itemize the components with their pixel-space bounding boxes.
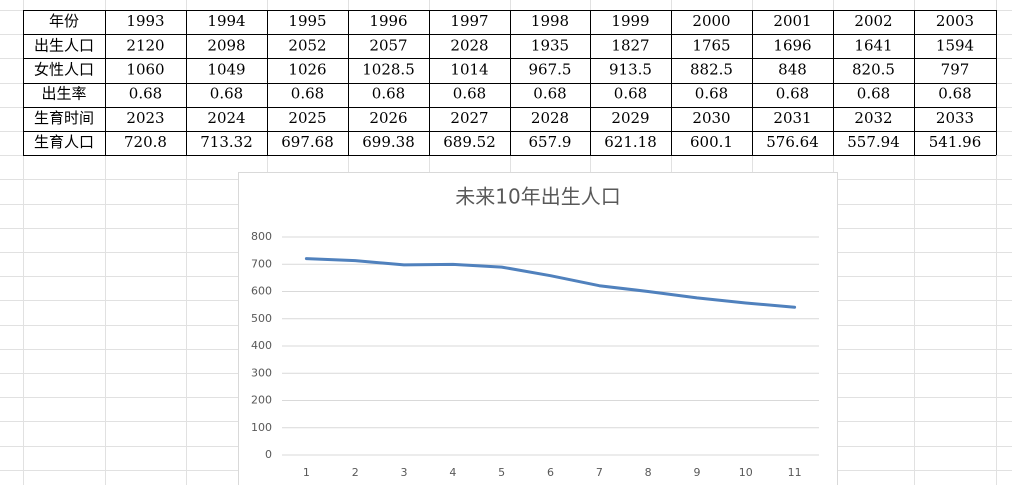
cell-value: 699.38 xyxy=(362,133,415,151)
cell-value: 1827 xyxy=(611,36,649,54)
x-tick-label: 1 xyxy=(303,466,310,479)
x-tick-label: 9 xyxy=(693,466,700,479)
cell-value: 0.68 xyxy=(291,85,324,103)
cell-value: 1014 xyxy=(450,61,488,79)
cell-value: 2002 xyxy=(854,12,892,30)
cell-value: 1995 xyxy=(288,12,326,30)
row-label: 生育时间 xyxy=(34,109,94,127)
cell-value: 720.8 xyxy=(124,133,167,151)
row-label: 女性人口 xyxy=(34,61,94,79)
cell-value: 600.1 xyxy=(690,133,733,151)
cell-value: 1696 xyxy=(773,36,811,54)
cell-value: 697.68 xyxy=(281,133,334,151)
cell-value: 0.68 xyxy=(533,85,566,103)
x-tick-label: 11 xyxy=(788,466,802,479)
cell-value: 0.68 xyxy=(129,85,162,103)
cell-value: 2031 xyxy=(773,109,811,127)
y-tick-label: 100 xyxy=(251,421,272,434)
x-tick-label: 8 xyxy=(645,466,652,479)
cell-value: 657.9 xyxy=(529,133,572,151)
y-tick-label: 300 xyxy=(251,366,272,379)
row-label: 生育人口 xyxy=(34,133,94,151)
cell-value: 1028.5 xyxy=(362,61,415,79)
cell-value: 0.68 xyxy=(938,85,971,103)
cell-value: 1594 xyxy=(936,36,974,54)
cell-value: 913.5 xyxy=(609,61,652,79)
cell-value: 541.96 xyxy=(929,133,982,151)
cell-value: 1994 xyxy=(207,12,245,30)
y-tick-label: 0 xyxy=(265,448,272,461)
cell-value: 576.64 xyxy=(766,133,819,151)
x-tick-label: 5 xyxy=(498,466,505,479)
cell-value: 2026 xyxy=(369,109,407,127)
cell-value: 2032 xyxy=(854,109,892,127)
y-tick-label: 800 xyxy=(251,230,272,243)
cell-value: 797 xyxy=(941,61,970,79)
cell-value: 2052 xyxy=(288,36,326,54)
cell-value: 1999 xyxy=(611,12,649,30)
cell-value: 1997 xyxy=(450,12,488,30)
cell-value: 2027 xyxy=(450,109,488,127)
cell-value: 2033 xyxy=(936,109,974,127)
y-tick-label: 600 xyxy=(251,285,272,298)
cell-value: 0.68 xyxy=(614,85,647,103)
x-tick-label: 4 xyxy=(449,466,456,479)
x-tick-label: 6 xyxy=(547,466,554,479)
cell-value: 2098 xyxy=(207,36,245,54)
cell-value: 2023 xyxy=(126,109,164,127)
cell-value: 967.5 xyxy=(529,61,572,79)
chart-title: 未来10年出生人口 xyxy=(455,185,620,209)
cell-value: 0.68 xyxy=(776,85,809,103)
cell-value: 0.68 xyxy=(695,85,728,103)
cell-value: 2003 xyxy=(936,12,974,30)
x-tick-label: 3 xyxy=(401,466,408,479)
y-tick-label: 400 xyxy=(251,339,272,352)
cell-value: 848 xyxy=(778,61,807,79)
cell-value: 689.52 xyxy=(443,133,496,151)
cell-value: 1996 xyxy=(369,12,407,30)
data-table: 年份 1993 1994 1995 1996 1997 1998 1999 2000 2001 20… xyxy=(23,10,997,156)
cell-value: 882.5 xyxy=(690,61,733,79)
cell-value: 820.5 xyxy=(852,61,895,79)
cell-value: 0.68 xyxy=(453,85,486,103)
x-tick-label: 10 xyxy=(739,466,753,479)
cell-value: 1060 xyxy=(126,61,164,79)
cell-value: 2030 xyxy=(692,109,730,127)
y-tick-label: 200 xyxy=(251,394,272,407)
cell-value: 0.68 xyxy=(857,85,890,103)
x-tick-label: 2 xyxy=(352,466,359,479)
y-tick-label: 700 xyxy=(251,257,272,270)
cell-value: 2057 xyxy=(369,36,407,54)
cell-value: 1049 xyxy=(207,61,245,79)
chart-frame xyxy=(238,172,838,485)
cell-value: 1993 xyxy=(126,12,164,30)
cell-value: 1765 xyxy=(692,36,730,54)
data-line xyxy=(304,257,797,309)
cell-value: 2029 xyxy=(611,109,649,127)
row-label: 出生人口 xyxy=(34,36,94,54)
cell-value: 2025 xyxy=(288,109,326,127)
row-label: 出生率 xyxy=(41,85,86,103)
cell-value: 2028 xyxy=(531,109,569,127)
cell-value: 1935 xyxy=(531,36,569,54)
chart: 0 100 200 300 400 500 600 700 800 1 2 3 4 5 6 7 8 9 10 11 xyxy=(251,230,819,479)
cell-value: 2028 xyxy=(450,36,488,54)
cell-value: 621.18 xyxy=(604,133,657,151)
cell-value: 2024 xyxy=(207,109,245,127)
cell-value: 2001 xyxy=(773,12,811,30)
cell-value: 2120 xyxy=(126,36,164,54)
row-label: 年份 xyxy=(49,12,79,30)
cell-value: 0.68 xyxy=(372,85,405,103)
cell-value: 2000 xyxy=(692,12,730,30)
cell-value: 1026 xyxy=(288,61,326,79)
cell-value: 1641 xyxy=(854,36,892,54)
cell-value: 1998 xyxy=(531,12,569,30)
cell-value: 713.32 xyxy=(200,133,253,151)
y-tick-label: 500 xyxy=(251,312,272,325)
cell-value: 557.94 xyxy=(847,133,900,151)
x-tick-label: 7 xyxy=(596,466,603,479)
cell-value: 0.68 xyxy=(210,85,243,103)
